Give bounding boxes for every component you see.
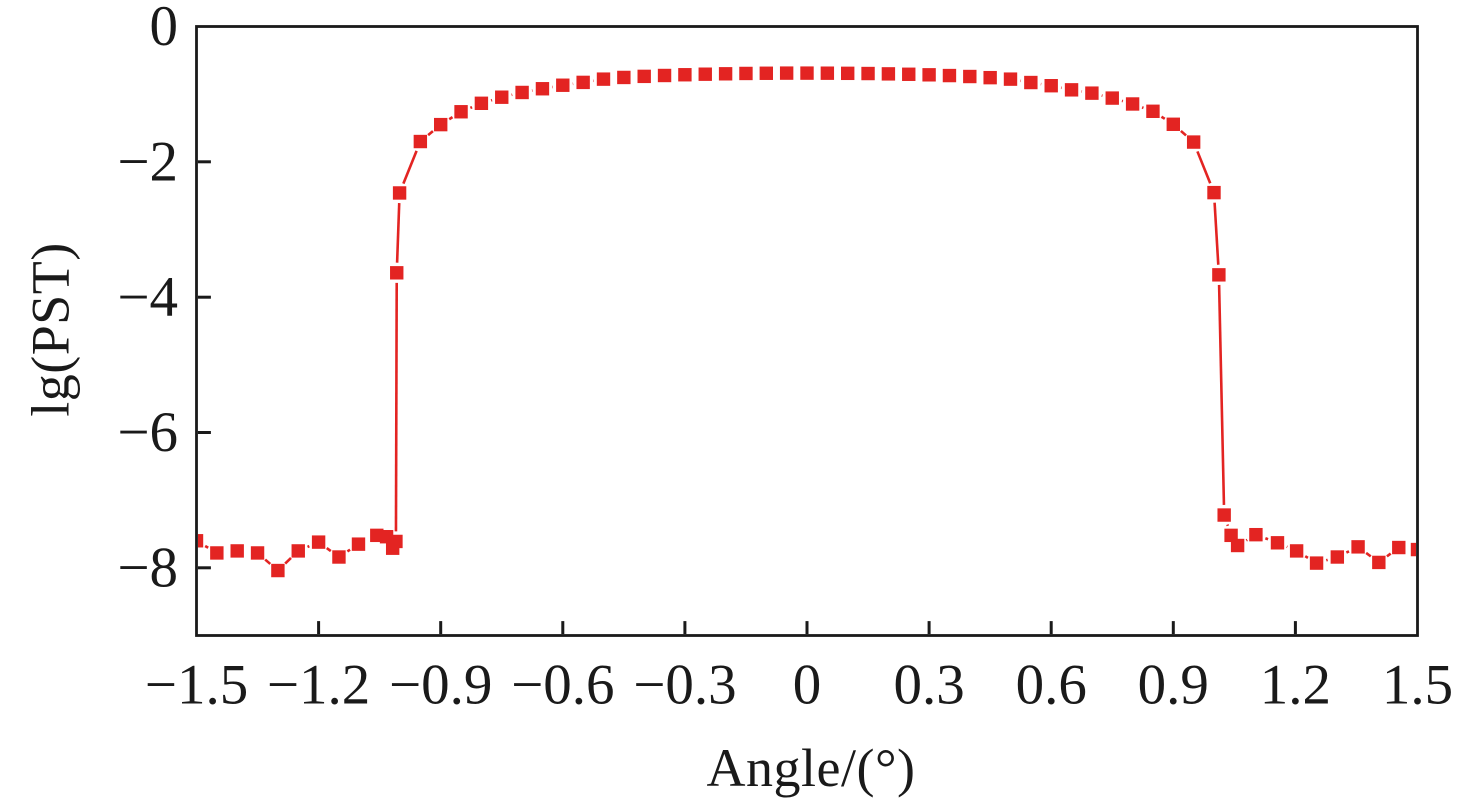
svg-text:1.5: 1.5 <box>1382 654 1453 717</box>
svg-text:−0.6: −0.6 <box>511 654 614 717</box>
svg-text:−0.3: −0.3 <box>633 654 736 717</box>
svg-text:0.9: 0.9 <box>1138 654 1209 717</box>
svg-text:1.2: 1.2 <box>1260 654 1331 717</box>
svg-text:0.3: 0.3 <box>893 654 964 717</box>
svg-text:Angle/(°): Angle/(°) <box>706 738 915 798</box>
svg-text:−6: −6 <box>117 401 178 464</box>
svg-text:0: 0 <box>150 0 179 58</box>
svg-text:lg(PST): lg(PST) <box>21 242 81 417</box>
svg-text:0: 0 <box>793 654 822 717</box>
svg-text:−4: −4 <box>117 266 178 329</box>
svg-text:−2: −2 <box>117 131 178 194</box>
svg-text:−8: −8 <box>117 537 178 600</box>
svg-text:0.6: 0.6 <box>1016 654 1087 717</box>
svg-text:−1.5: −1.5 <box>145 654 248 717</box>
svg-text:−1.2: −1.2 <box>267 654 370 717</box>
svg-text:−0.9: −0.9 <box>389 654 492 717</box>
